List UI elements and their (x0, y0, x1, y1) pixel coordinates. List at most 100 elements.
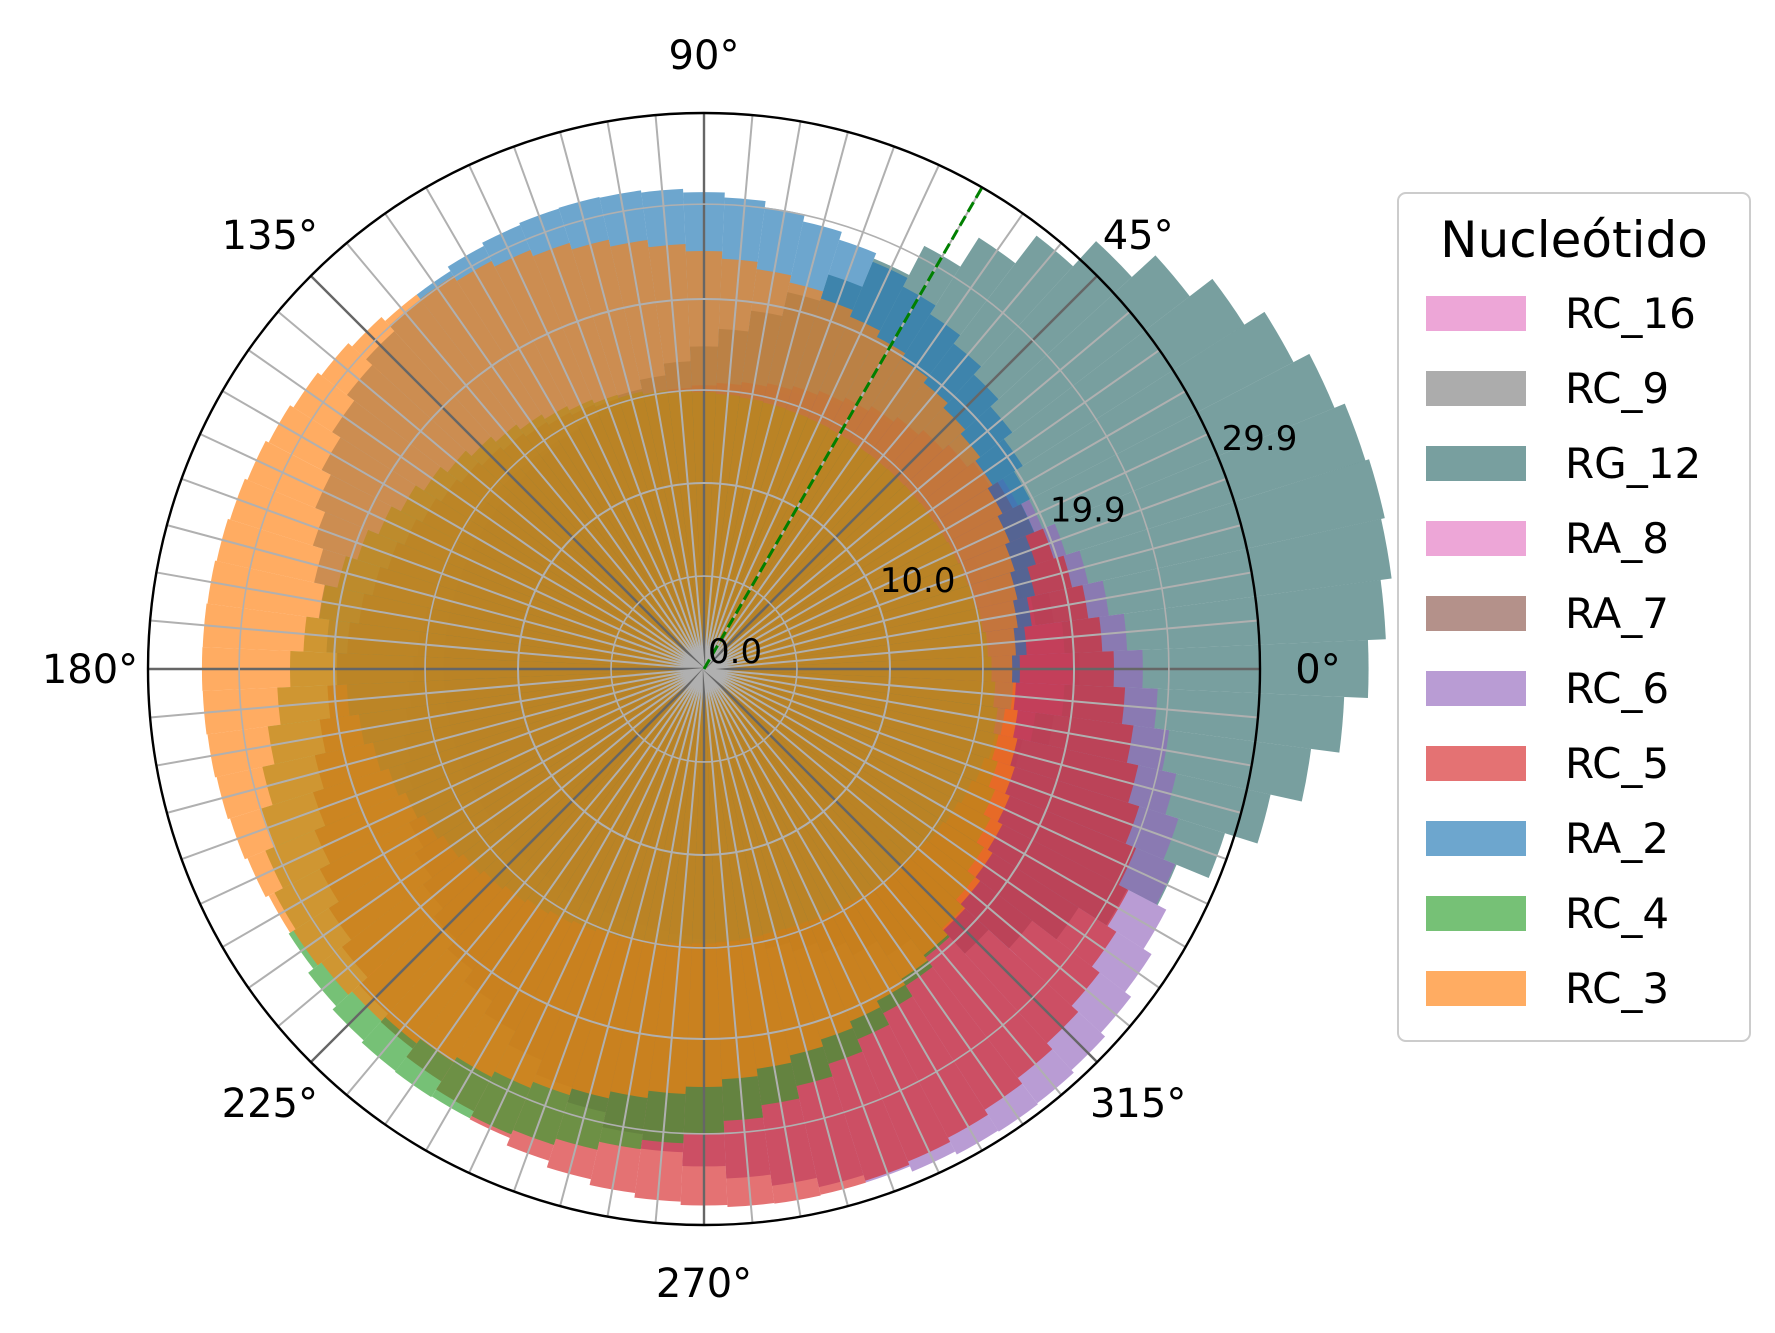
bar-rc-3-14 (704, 298, 853, 669)
legend-item-rc-4: RC_4 (1426, 889, 1669, 938)
bar-rc-3-70 (704, 669, 1018, 738)
bar-rc-3-5 (704, 516, 1010, 669)
legend-label: RA_8 (1565, 514, 1669, 563)
bar-rc-3-40 (230, 669, 704, 860)
legend-item-rg-12: RG_12 (1426, 439, 1701, 488)
bar-rc-3-31 (247, 440, 704, 669)
radial-tick-labels: 0.0 10.0 19.9 29.9 (708, 419, 1297, 672)
legend-swatch (1426, 821, 1526, 856)
bar-rc-3-35 (202, 603, 705, 669)
bar-rc-3-12 (704, 336, 906, 669)
bar-rc-3-2 (704, 600, 1018, 669)
bar-rc-3-30 (268, 405, 704, 669)
legend-label: RC_6 (1565, 664, 1669, 713)
bar-rc-3-23 (494, 249, 704, 669)
bar-rc-3-66 (704, 669, 1003, 850)
bar-rc-3-49 (494, 669, 704, 1089)
angle-tick-225: 225° (222, 1081, 318, 1127)
bar-rc-3-21 (571, 239, 704, 669)
bar-rc-3-60 (704, 669, 906, 1002)
radial-tick-1: 10.0 (880, 561, 956, 601)
radial-tick-2: 19.9 (1050, 490, 1126, 530)
bar-rc-3-1 (704, 628, 1016, 669)
legend-label: RA_7 (1565, 589, 1669, 638)
bar-rc-3-58 (704, 669, 853, 1040)
angle-tick-90: 90° (669, 33, 740, 79)
radial-tick-0: 0.0 (708, 632, 762, 672)
bar-rc-3-33 (216, 518, 704, 669)
bar-rc-3-3 (704, 572, 1018, 669)
legend-item-rc-3: RC_3 (1426, 964, 1669, 1013)
radial-ring-1 (517, 482, 891, 856)
legend-item-rc-6: RC_6 (1426, 664, 1669, 713)
bar-rc-3-39 (216, 669, 704, 820)
bar-rc-3-50 (533, 669, 704, 1096)
bar-rc-3-32 (230, 478, 704, 669)
legend-item-ra-8: RA_8 (1426, 514, 1669, 563)
legend-swatch (1426, 521, 1526, 556)
legend-swatch (1426, 371, 1526, 406)
legend-swatch (1426, 896, 1526, 931)
bar-rc-3-7 (704, 460, 993, 669)
bar-rc-3-38 (207, 669, 705, 778)
legend-title: Nucleótido (1440, 211, 1708, 269)
angle-tick-45: 45° (1103, 213, 1174, 259)
bar-rc-3-55 (704, 669, 758, 1080)
legend-label: RC_5 (1565, 739, 1669, 788)
legend-item-ra-2: RA_2 (1426, 814, 1669, 863)
legend-item-ra-7: RA_7 (1426, 589, 1669, 638)
angle-tick-315: 315° (1090, 1081, 1186, 1127)
angle-tick-180: 180° (42, 647, 138, 693)
bar-rc-3-47 (420, 669, 704, 1063)
bar-rc-3-24 (456, 260, 704, 669)
legend-label: RC_16 (1565, 289, 1696, 338)
bar-rc-3-67 (704, 669, 1010, 822)
radial-tick-3: 29.9 (1222, 419, 1298, 459)
bar-rc-3-15 (704, 282, 824, 669)
bar-rc-3-59 (704, 669, 881, 1022)
legend-swatch (1426, 671, 1526, 706)
minor-ring-1 (424, 389, 984, 949)
legend-label: RC_4 (1565, 889, 1669, 938)
bar-rc-3-6 (704, 488, 1003, 669)
bar-rc-3-11 (704, 359, 928, 669)
bar-rc-3-34 (207, 560, 705, 669)
bar-rc-3-42 (268, 669, 704, 933)
bar-rc-3-51 (571, 669, 704, 1099)
angle-tick-labels: 0° 45° 90° 135° 180° 225° 270° 315° (42, 33, 1341, 1307)
bar-rc-3-19 (648, 244, 704, 669)
legend-label: RA_2 (1565, 814, 1669, 863)
angle-tick-0: 0° (1295, 647, 1340, 693)
bar-rc-3-53 (648, 669, 704, 1094)
bar-rc-3-25 (420, 275, 704, 669)
legend-swatch (1426, 596, 1526, 631)
legend-swatch (1426, 446, 1526, 481)
bar-rc-3-71 (704, 669, 1016, 710)
bar-rc-3-48 (456, 669, 704, 1078)
bar-rc-3-37 (202, 669, 705, 735)
reference-line (702, 186, 984, 670)
legend-items: RC_16 RC_9 RG_12 RA_8 RA_7 RC_6 RC_5 RA_2 RC_4 RC… (1426, 289, 1701, 1013)
bar-rc-3-41 (247, 669, 704, 898)
legend-swatch (1426, 746, 1526, 781)
bar-rc-3-56 (704, 669, 792, 1069)
radial-ring-2 (332, 297, 1076, 1041)
bar-rc-3-68 (704, 669, 1015, 794)
legend-item-rc-9: RC_9 (1426, 364, 1669, 413)
polar-frame (146, 111, 1262, 1227)
bar-rc-3-29 (293, 372, 704, 669)
bar-rc-3-4 (704, 544, 1015, 669)
minor-ring-0 (610, 575, 798, 763)
legend-label: RC_3 (1565, 964, 1669, 1013)
legend-label: RC_9 (1565, 364, 1669, 413)
legend-item-rc-5: RC_5 (1426, 739, 1669, 788)
angle-tick-135: 135° (222, 213, 318, 259)
bar-rc-3-17 (704, 258, 758, 669)
angle-tick-270: 270° (656, 1261, 752, 1307)
bar-rc-3-20 (610, 240, 704, 669)
legend-item-rc-16: RC_16 (1426, 289, 1696, 338)
bar-rc-3-65 (704, 669, 993, 878)
bar-rc-3-43 (293, 669, 704, 966)
bar-rc-3-22 (533, 242, 704, 669)
